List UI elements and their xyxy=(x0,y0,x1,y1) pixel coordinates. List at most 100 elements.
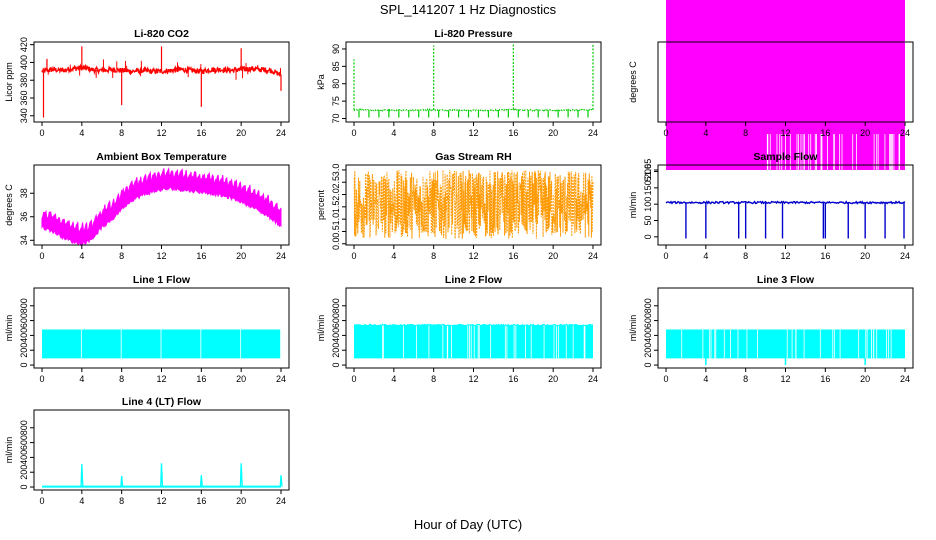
series-band xyxy=(666,329,905,359)
y-tick-label: 70 xyxy=(331,114,341,124)
x-tick-label: 0 xyxy=(351,374,356,384)
x-tick-label: 16 xyxy=(196,496,206,506)
x-tick-label: 24 xyxy=(588,128,598,138)
x-tick-label: 12 xyxy=(468,128,478,138)
figure-title: SPL_141207 1 Hz Diagnostics xyxy=(379,2,557,17)
x-tick-label: 0 xyxy=(39,374,44,384)
series xyxy=(42,329,281,359)
y-axis-label: ml/min xyxy=(628,192,638,219)
panel-title: Line 3 Flow xyxy=(757,274,815,286)
y-tick-label: 600 xyxy=(331,313,341,328)
x-tick-label: 12 xyxy=(156,128,166,138)
y-tick-label: 800 xyxy=(19,298,29,313)
x-tick-label: 16 xyxy=(508,251,518,261)
panel-3: Ambient Box Temperature 0 4 8 12 16 20 24 34 36 38… xyxy=(4,151,290,261)
x-tick-label: 4 xyxy=(703,374,708,384)
x-tick-label: 12 xyxy=(780,374,790,384)
x-tick-label: 24 xyxy=(900,374,910,384)
y-tick-label: 2.5 xyxy=(331,176,341,189)
y-tick-label: 600 xyxy=(19,313,29,328)
series xyxy=(353,169,594,239)
y-tick-label: 75 xyxy=(331,96,341,106)
series xyxy=(41,166,282,247)
y-axis-label: Licor ppm xyxy=(4,62,14,102)
y-tick-label: 2.0 xyxy=(331,188,341,201)
x-tick-label: 16 xyxy=(820,128,830,138)
panel-title: Line 1 Flow xyxy=(133,274,191,286)
y-axis: 340 360 380 400 420 Licor ppm xyxy=(4,37,34,123)
y-tick-label: 200 xyxy=(331,343,341,358)
x-tick-label: 4 xyxy=(391,374,396,384)
y-tick-label: 0 xyxy=(643,363,653,368)
y-axis-label: ml/min xyxy=(4,315,14,342)
x-axis: 0 4 8 12 16 20 24 xyxy=(351,368,598,384)
panel-title: Line 4 (LT) Flow xyxy=(122,396,202,408)
y-tick-label: 38 xyxy=(19,188,29,198)
y-axis: 34 36 38 degrees C xyxy=(4,184,34,245)
y-axis: 51.6551.63degrees C xyxy=(628,61,658,181)
y-axis-label: ml/min xyxy=(4,437,14,464)
x-tick-label: 8 xyxy=(119,251,124,261)
series-band xyxy=(42,329,281,359)
panel-title: Sample Flow xyxy=(753,151,818,163)
x-tick-label: 20 xyxy=(236,251,246,261)
x-tick-label: 20 xyxy=(860,374,870,384)
series-top xyxy=(353,323,594,327)
x-axis: 0 4 8 12 16 20 24 xyxy=(663,122,910,138)
series-line xyxy=(665,200,906,205)
panel-title: Li-820 CO2 xyxy=(134,28,189,40)
panel-title: Li-820 Pressure xyxy=(434,28,512,40)
y-tick-label: 0 xyxy=(19,485,29,490)
x-tick-label: 24 xyxy=(588,251,598,261)
plot-frame xyxy=(657,164,914,246)
panel-title: Ambient Box Temperature xyxy=(96,151,227,163)
panel-1: Li-820 Pressure 0 4 8 12 16 20 24 70 75 80 85 90 kPa xyxy=(316,28,602,138)
x-tick-label: 12 xyxy=(156,251,166,261)
y-tick-label: 0.0 xyxy=(331,238,341,251)
x-tick-label: 20 xyxy=(236,496,246,506)
x-axis: 0 4 8 12 16 20 24 xyxy=(39,245,286,261)
y-tick-label: 420 xyxy=(19,37,29,52)
x-tick-label: 24 xyxy=(276,128,286,138)
x-tick-label: 20 xyxy=(236,374,246,384)
x-tick-label: 4 xyxy=(79,251,84,261)
x-tick-label: 20 xyxy=(548,128,558,138)
series-band xyxy=(41,166,282,247)
x-tick-label: 20 xyxy=(860,251,870,261)
y-tick-label: 380 xyxy=(19,73,29,88)
y-axis: 70 75 80 85 90 kPa xyxy=(316,44,346,124)
x-tick-label: 16 xyxy=(508,128,518,138)
y-axis-label: ml/min xyxy=(628,315,638,342)
x-tick-label: 0 xyxy=(351,128,356,138)
y-tick-label: 800 xyxy=(19,420,29,435)
x-tick-label: 16 xyxy=(196,251,206,261)
y-axis-label: kPa xyxy=(316,74,326,90)
panel-title: Line 2 Flow xyxy=(445,274,503,286)
series xyxy=(353,323,594,359)
y-tick-label: 400 xyxy=(19,328,29,343)
y-tick-label: 0 xyxy=(331,363,341,368)
x-tick-label: 4 xyxy=(79,128,84,138)
x-tick-label: 20 xyxy=(860,128,870,138)
y-tick-label: 34 xyxy=(19,235,29,245)
x-tick-label: 4 xyxy=(391,128,396,138)
y-tick-label: 600 xyxy=(19,435,29,450)
spike-4 xyxy=(239,463,243,487)
y-tick-label: 800 xyxy=(331,298,341,313)
y-axis: 0.00.51.01.52.02.53.0 percent xyxy=(316,164,346,250)
spike-5 xyxy=(279,475,283,487)
x-tick-label: 12 xyxy=(780,251,790,261)
x-tick-label: 16 xyxy=(196,128,206,138)
x-tick-label: 12 xyxy=(468,374,478,384)
x-tick-label: 0 xyxy=(39,496,44,506)
x-tick-label: 12 xyxy=(156,374,166,384)
panel-2: Li-820 Temperature0481216202451.6551.63d… xyxy=(628,0,914,181)
x-tick-label: 8 xyxy=(119,496,124,506)
series xyxy=(666,0,905,170)
x-tick-label: 4 xyxy=(703,128,708,138)
y-tick-label: 36 xyxy=(19,212,29,222)
